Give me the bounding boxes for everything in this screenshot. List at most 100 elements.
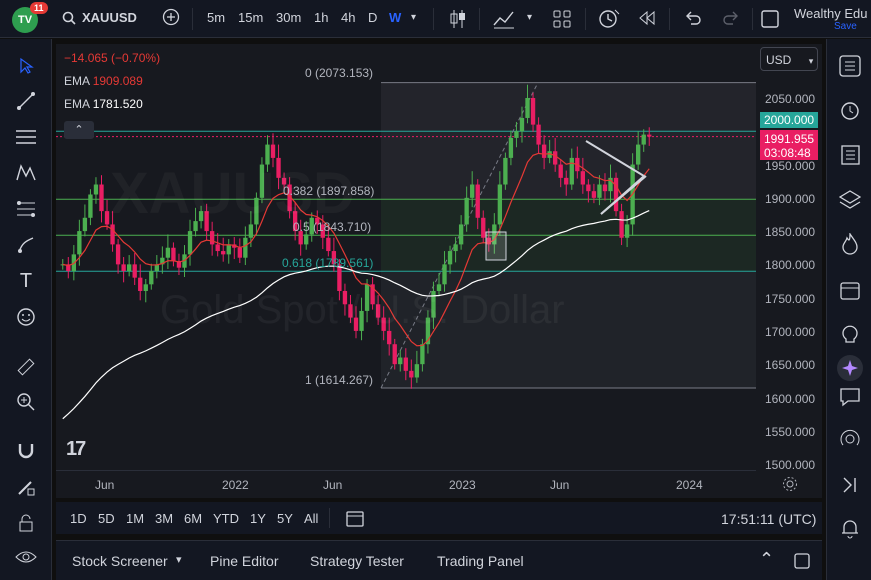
candle-body xyxy=(221,251,226,255)
date-range-calendar-icon[interactable] xyxy=(346,509,364,530)
add-symbol-icon[interactable] xyxy=(162,8,180,29)
candle-body xyxy=(370,284,375,305)
trend-line-icon[interactable] xyxy=(14,89,38,113)
currency-select[interactable]: USD ▾ xyxy=(760,47,818,71)
watermark-symbol: XAUUSD xyxy=(110,160,355,227)
price-tick: 1950.000 xyxy=(765,159,816,173)
layout-grid-icon[interactable] xyxy=(553,10,571,31)
calendar-icon[interactable] xyxy=(837,277,863,303)
alert-clock-icon[interactable] xyxy=(598,9,620,32)
interval-30m[interactable]: 30m xyxy=(276,10,302,25)
tab-stock-screener[interactable]: Stock Screener xyxy=(72,553,168,569)
notifications-bell-icon[interactable] xyxy=(837,515,863,541)
time-tick: 2022 xyxy=(222,478,249,492)
undo-icon[interactable] xyxy=(684,9,702,30)
tradingview-logo-icon: 17 xyxy=(66,438,86,460)
sparkle-icon[interactable] xyxy=(837,355,863,381)
save-link[interactable]: Save xyxy=(834,21,857,32)
screener-dropdown-icon[interactable]: ▾ xyxy=(176,554,182,566)
cursor-icon[interactable] xyxy=(14,54,38,78)
collapse-legend-button[interactable]: ⌃ xyxy=(64,121,94,139)
range-1m[interactable]: 1M xyxy=(126,511,145,526)
candle-body xyxy=(209,231,215,245)
alarm-clock-icon[interactable] xyxy=(837,97,863,123)
candle-body xyxy=(602,184,608,192)
account-name[interactable]: Wealthy Edu xyxy=(794,6,868,21)
interval-4h[interactable]: 4h xyxy=(341,10,356,25)
candle-body xyxy=(331,251,337,265)
candle-body xyxy=(447,251,453,265)
text-tool-icon[interactable]: T xyxy=(19,269,33,292)
symbol-name: XAUUSD xyxy=(82,10,137,25)
lock-icon[interactable] xyxy=(14,511,38,535)
tab-trading-panel[interactable]: Trading Panel xyxy=(437,553,524,569)
ruler-icon[interactable] xyxy=(14,355,38,379)
zoom-in-icon[interactable] xyxy=(14,390,38,414)
candle-body xyxy=(342,290,348,305)
pattern-tool-icon[interactable] xyxy=(14,161,38,185)
news-icon[interactable] xyxy=(837,142,863,168)
indicators-icon[interactable] xyxy=(493,9,515,32)
candle-body xyxy=(315,217,320,225)
candle-body xyxy=(420,344,425,365)
interval-5m[interactable]: 5m xyxy=(207,10,226,25)
layers-icon[interactable] xyxy=(837,187,863,213)
candle-body xyxy=(304,234,309,245)
interval-d[interactable]: D xyxy=(368,10,378,25)
ideas-lightbulb-icon[interactable] xyxy=(837,322,863,348)
range-6m[interactable]: 6M xyxy=(184,511,203,526)
fib-tool-icon[interactable] xyxy=(14,197,38,221)
redo-icon[interactable] xyxy=(722,9,740,30)
indicators-dropdown-icon[interactable]: ▾ xyxy=(527,12,533,23)
tab-strategy-tester[interactable]: Strategy Tester xyxy=(310,553,404,569)
chevron-up-icon[interactable]: ⌃ xyxy=(759,549,775,569)
chart-settings-gear-icon[interactable] xyxy=(782,476,798,495)
interval-1h[interactable]: 1h xyxy=(314,10,329,25)
candles-chart-type-icon[interactable] xyxy=(449,9,467,32)
ema-fast-legend[interactable]: EMA 1909.089 xyxy=(64,74,143,88)
brush-icon[interactable] xyxy=(14,233,38,257)
candle-body xyxy=(121,264,126,272)
candle-body xyxy=(309,217,314,235)
maximize-panel-icon[interactable] xyxy=(794,553,810,572)
range-1y[interactable]: 1Y xyxy=(250,511,266,526)
range-5y[interactable]: 5Y xyxy=(277,511,293,526)
interval-15m[interactable]: 15m xyxy=(238,10,264,25)
ema-slow-legend[interactable]: EMA 1781.520 xyxy=(64,97,143,111)
replay-icon[interactable] xyxy=(638,10,656,29)
candle-body xyxy=(270,144,276,158)
interval-w[interactable]: W xyxy=(389,10,402,25)
watchlist-icon[interactable] xyxy=(837,53,863,79)
eye-icon[interactable] xyxy=(14,545,38,569)
price-scale[interactable]: USD ▾ xyxy=(756,44,822,470)
price-tick: 1850.000 xyxy=(765,225,816,239)
interval-dropdown-icon[interactable]: ▾ xyxy=(411,12,417,23)
candle-body xyxy=(138,277,143,291)
range-ytd[interactable]: YTD xyxy=(213,511,239,526)
candle-body xyxy=(287,184,292,212)
price-chart[interactable] xyxy=(56,44,756,470)
pine-signal-icon[interactable] xyxy=(837,472,863,498)
fullscreen-square-icon[interactable] xyxy=(761,10,779,31)
candle-body xyxy=(364,284,370,311)
candle-body xyxy=(392,344,397,365)
utc-clock[interactable]: 17:51:11 (UTC) xyxy=(721,511,817,527)
pencil-lock-icon[interactable] xyxy=(14,475,38,499)
tab-pine-editor[interactable]: Pine Editor xyxy=(210,553,279,569)
magnet-icon[interactable] xyxy=(14,439,38,463)
candle-body xyxy=(536,124,541,145)
chat-icon[interactable] xyxy=(837,384,863,410)
range-all[interactable]: All xyxy=(304,511,319,526)
range-3m[interactable]: 3M xyxy=(155,511,174,526)
candle-body xyxy=(586,184,591,192)
emoji-icon[interactable] xyxy=(14,305,38,329)
streams-icon[interactable] xyxy=(837,427,863,453)
range-1d[interactable]: 1D xyxy=(70,511,87,526)
hotlist-flame-icon[interactable] xyxy=(837,231,863,257)
candle-body xyxy=(259,164,265,198)
watermark-description: Gold Spot / U.S. Dollar xyxy=(160,288,565,332)
horizontal-lines-icon[interactable] xyxy=(14,125,38,149)
symbol-search-button[interactable]: XAUUSD xyxy=(62,10,137,25)
range-5d[interactable]: 5D xyxy=(98,511,115,526)
time-axis[interactable] xyxy=(56,470,756,498)
